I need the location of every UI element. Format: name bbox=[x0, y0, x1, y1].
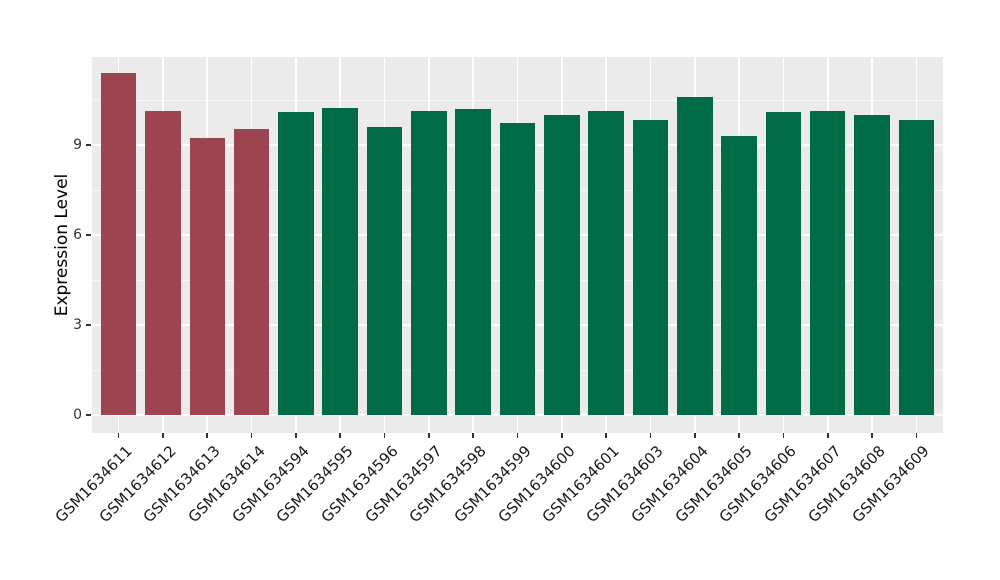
bar-GSM1634607 bbox=[810, 110, 846, 415]
x-tick-mark bbox=[871, 433, 873, 438]
bar-GSM1634594 bbox=[278, 112, 314, 415]
bar-GSM1634600 bbox=[544, 115, 580, 415]
y-tick-mark bbox=[86, 414, 91, 416]
bar-GSM1634595 bbox=[322, 107, 358, 415]
y-tick-mark bbox=[86, 324, 91, 326]
x-tick-label-GSM1634600: GSM1634600 bbox=[494, 442, 579, 527]
x-tick-label-GSM1634611: GSM1634611 bbox=[51, 442, 136, 527]
x-tick-mark bbox=[782, 433, 785, 438]
y-tick-mark bbox=[86, 234, 91, 236]
bar-GSM1634606 bbox=[765, 112, 802, 415]
y-tick-label: 9 bbox=[73, 137, 82, 153]
x-tick-mark bbox=[472, 433, 474, 438]
x-tick-mark bbox=[250, 433, 253, 438]
x-tick-mark bbox=[383, 433, 386, 438]
bar-GSM1634609 bbox=[898, 119, 935, 415]
y-tick-mark bbox=[86, 144, 91, 146]
bar-GSM1634611 bbox=[100, 73, 137, 415]
x-tick-mark bbox=[516, 433, 519, 438]
x-tick-mark bbox=[162, 433, 164, 438]
x-tick-mark bbox=[915, 433, 918, 438]
x-tick-mark bbox=[738, 433, 740, 438]
x-tick-mark bbox=[694, 433, 696, 438]
bar-GSM1634604 bbox=[677, 97, 713, 415]
bar-GSM1634614 bbox=[233, 128, 270, 415]
x-tick-mark bbox=[117, 433, 120, 438]
bar-GSM1634608 bbox=[854, 115, 890, 415]
x-tick-mark bbox=[339, 433, 341, 438]
x-tick-mark bbox=[206, 433, 208, 438]
x-tick-mark bbox=[605, 433, 607, 438]
bar-GSM1634613 bbox=[189, 137, 225, 415]
bar-GSM1634596 bbox=[366, 127, 403, 415]
bar-GSM1634599 bbox=[499, 122, 536, 415]
bar-GSM1634601 bbox=[588, 110, 624, 415]
bar-GSM1634612 bbox=[145, 110, 181, 415]
bar-GSM1634603 bbox=[632, 119, 669, 415]
bar-GSM1634598 bbox=[455, 109, 491, 415]
y-axis-title: Expression Level bbox=[52, 173, 72, 317]
y-tick-label: 3 bbox=[73, 317, 82, 333]
bar-GSM1634605 bbox=[721, 136, 757, 415]
x-tick-mark bbox=[827, 433, 829, 438]
x-tick-mark bbox=[561, 433, 563, 438]
y-tick-label: 0 bbox=[73, 407, 82, 423]
plot-panel bbox=[92, 57, 943, 433]
bar-GSM1634597 bbox=[411, 110, 447, 415]
x-tick-mark bbox=[428, 433, 430, 438]
y-tick-label: 6 bbox=[73, 227, 82, 243]
x-tick-mark bbox=[295, 433, 297, 438]
x-tick-label-GSM1634597: GSM1634597 bbox=[361, 442, 446, 527]
x-tick-mark bbox=[649, 433, 652, 438]
